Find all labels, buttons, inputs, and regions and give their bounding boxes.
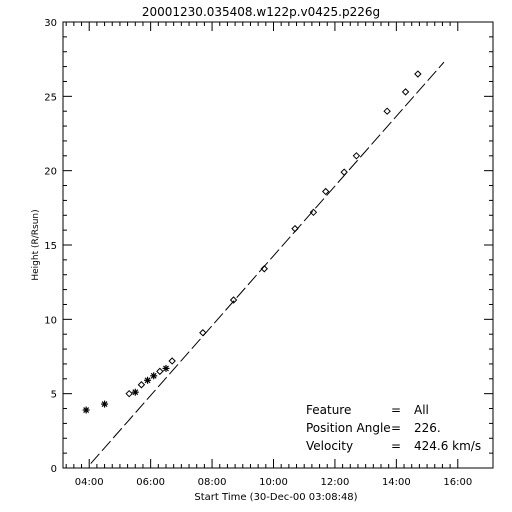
diamond-point <box>199 329 207 337</box>
annotation-equals: = <box>391 403 401 417</box>
diamond-point <box>137 381 146 389</box>
y-tick-label: 10 <box>44 315 57 326</box>
diamond-point <box>309 208 318 217</box>
annotation-equals: = <box>391 421 401 435</box>
diamond-point <box>229 296 238 304</box>
asterisk-point <box>131 388 139 396</box>
annotation-value: 424.6 km/s <box>414 439 481 453</box>
diamond-point <box>260 265 268 273</box>
chart-title: 20001230.035408.w122p.v0425.p226g <box>142 5 380 19</box>
x-tick-label: 08:00 <box>198 477 227 488</box>
y-tick-label: 25 <box>44 92 57 103</box>
annotation-value: 226. <box>414 421 441 435</box>
y-axis-ticks: 0 5 10 15 20 25 30 <box>44 18 493 475</box>
x-tick-label: 06:00 <box>136 477 165 488</box>
asterisk-point <box>82 406 90 414</box>
x-axis-ticks: 04:00 06:00 08:00 10:00 12:00 14:00 16:00 <box>65 22 472 488</box>
y-axis-label: Height (R/Rsun) <box>31 209 41 280</box>
asterisk-point <box>144 376 152 384</box>
x-tick-label: 10:00 <box>259 477 288 488</box>
x-tick-label: 04:00 <box>75 477 104 488</box>
diamond-point <box>401 88 410 96</box>
annotation-equals: = <box>391 439 401 453</box>
x-tick-label: 14:00 <box>382 477 411 488</box>
diamond-point <box>156 367 164 376</box>
x-tick-label: 16:00 <box>443 477 472 488</box>
annotation-label: Position Angle <box>306 421 391 435</box>
annotation-value: All <box>414 403 429 417</box>
asterisk-point <box>101 400 109 408</box>
annotation-label: Feature <box>306 403 351 417</box>
x-tick-label: 12:00 <box>321 477 350 488</box>
plot-frame <box>62 21 494 469</box>
asterisk-point <box>150 372 158 380</box>
annotation-label: Velocity <box>306 439 353 453</box>
asterisk-point <box>162 364 170 372</box>
x-axis-label: Start Time (30-Dec-00 03:08:48) <box>194 492 357 503</box>
y-tick-label: 5 <box>51 390 57 401</box>
diamond-point <box>352 152 361 160</box>
diamond-point <box>414 70 422 78</box>
y-tick-label: 20 <box>44 167 57 178</box>
y-tick-label: 30 <box>44 18 57 29</box>
diamond-point <box>383 107 391 115</box>
diamond-point <box>291 224 299 233</box>
diamond-point <box>125 389 133 398</box>
fit-line <box>90 61 445 464</box>
annotation-block: Feature = All Position Angle = 226. Velocity = 4… <box>306 403 481 453</box>
diamond-point <box>322 187 330 196</box>
diamond-point <box>340 168 348 176</box>
y-tick-label: 15 <box>44 241 57 252</box>
y-tick-label: 0 <box>51 464 57 475</box>
diamond-point <box>168 357 176 365</box>
data-points <box>82 70 422 414</box>
